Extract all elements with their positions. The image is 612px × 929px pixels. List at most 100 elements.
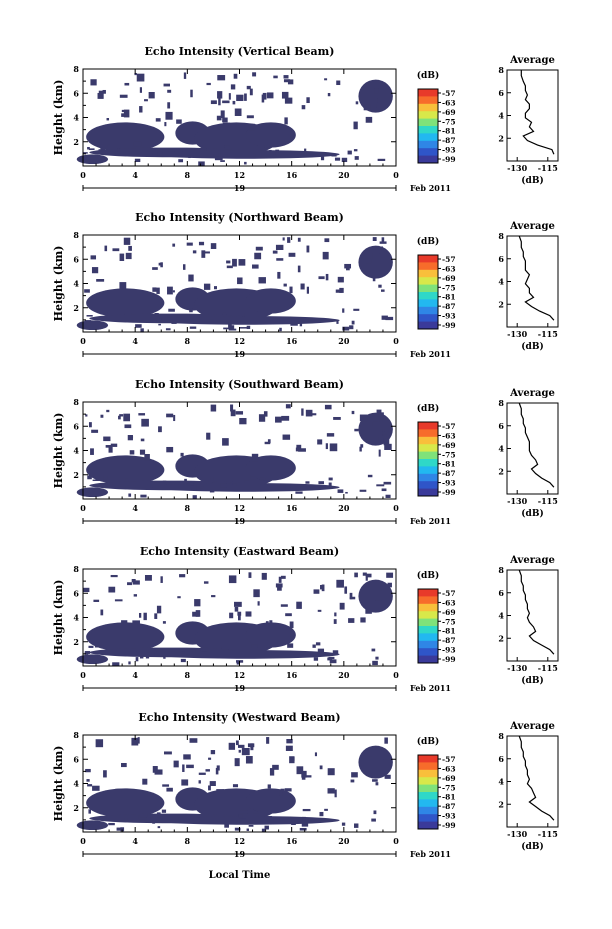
heatmap-speckle: [209, 490, 215, 493]
y-axis-label: Height (km): [52, 746, 65, 822]
avg-x-label: (dB): [521, 175, 543, 186]
colorbar-tick-label: -75: [442, 617, 456, 626]
avg-profile-line: [518, 235, 555, 321]
heatmap-speckle: [230, 404, 234, 412]
heatmap-speckle: [186, 764, 194, 769]
heatmap-speckle: [332, 650, 339, 655]
heatmap-speckle: [224, 824, 229, 828]
heatmap-speckle: [272, 764, 279, 770]
heatmap-speckle: [251, 820, 256, 823]
heatmap-speckle: [312, 644, 316, 648]
heatmap-speckle: [271, 143, 275, 147]
heatmap-speckle: [84, 289, 90, 293]
colorbar-segment: [418, 126, 438, 134]
heatmap-speckle: [284, 117, 288, 125]
heatmap-speckle: [84, 320, 92, 324]
avg-y-tick-label: 8: [498, 65, 504, 75]
heatmap-speckle: [246, 115, 254, 119]
heatmap-speckle: [124, 82, 130, 86]
heatmap-speckle: [220, 160, 225, 162]
colorbar-tick-label: -69: [442, 441, 456, 450]
y-tick-label: 8: [73, 397, 79, 407]
heatmap-speckle: [252, 264, 259, 269]
heatmap-speckle: [94, 645, 102, 648]
heatmap-speckle: [275, 416, 282, 423]
heatmap-speckle: [297, 265, 301, 273]
x-tick-label: 4: [132, 503, 138, 513]
heatmap-speckle: [273, 623, 281, 629]
heatmap-speckle: [189, 308, 193, 313]
heatmap-speckle: [224, 145, 230, 148]
heatmap-speckle: [372, 779, 378, 782]
heatmap-speckle: [98, 149, 103, 154]
heatmap-speckle: [162, 784, 170, 787]
heatmap-speckle: [310, 413, 317, 416]
heatmap-speckle: [183, 754, 191, 760]
avg-profile-line: [518, 402, 555, 488]
heatmap-speckle: [211, 595, 216, 598]
heatmap-speckle: [344, 263, 352, 269]
heatmap-speckle: [127, 582, 132, 586]
heatmap-speckle: [249, 88, 253, 96]
heatmap-speckle: [90, 255, 97, 260]
y-tick-label: 6: [73, 254, 79, 264]
x-tick-label: 16: [286, 170, 298, 180]
avg-title: Average: [509, 555, 555, 566]
colorbar-segment: [418, 284, 438, 293]
x-tick-label: 20: [338, 336, 350, 346]
heatmap-speckle: [355, 101, 359, 105]
heatmap-speckle: [267, 819, 274, 823]
heatmap-speckle: [118, 484, 124, 487]
heatmap-speckle: [195, 610, 201, 617]
y-tick-label: 2: [73, 637, 79, 647]
heatmap-speckle: [337, 276, 344, 283]
heatmap-speckle: [239, 327, 248, 329]
heatmap-speckle: [257, 601, 260, 606]
avg-x-label: (dB): [521, 841, 543, 852]
heatmap-speckle: [301, 105, 306, 110]
heatmap-echo-region: [76, 487, 109, 498]
heatmap-speckle: [385, 494, 391, 498]
avg-y-tick-label: 6: [498, 88, 504, 98]
heatmap-echo-region: [245, 622, 296, 648]
heatmap-speckle: [198, 161, 205, 166]
x-tick-label: 8: [185, 836, 191, 846]
heatmap-speckle: [327, 657, 333, 661]
heatmap-speckle: [319, 765, 323, 770]
heatmap-speckle: [132, 620, 140, 628]
heatmap-speckle: [286, 738, 293, 744]
heatmap-speckle: [261, 828, 265, 832]
y-tick-label: 4: [73, 113, 79, 123]
heatmap-speckle: [280, 788, 285, 793]
heatmap-speckle: [384, 737, 388, 744]
colorbar-unit: (dB): [417, 736, 439, 747]
heatmap-speckle: [106, 409, 110, 413]
heatmap-speckle: [295, 447, 299, 452]
heatmap-speckle: [324, 808, 328, 811]
heatmap-speckle: [162, 480, 167, 485]
heatmap-speckle: [114, 151, 122, 154]
heatmap-speckle: [287, 237, 291, 243]
heatmap-speckle: [110, 443, 118, 447]
heatmap-speckle: [258, 277, 266, 284]
heatmap-speckle: [121, 620, 128, 629]
avg-x-tick-label: -130: [507, 329, 527, 339]
heatmap-speckle: [224, 147, 232, 150]
heatmap-speckle: [174, 652, 182, 656]
heatmap-speckle: [134, 72, 137, 76]
heatmap-speckle: [158, 262, 162, 266]
avg-y-tick-label: 6: [498, 588, 504, 598]
heatmap-speckle: [88, 422, 92, 428]
heatmap-speckle: [198, 486, 204, 489]
heatmap-speckle: [135, 324, 142, 328]
heatmap-speckle: [138, 815, 147, 820]
colorbar-unit: (dB): [417, 570, 439, 581]
heatmap-speckle: [180, 452, 184, 457]
heatmap-speckle: [244, 93, 247, 101]
heatmap-speckle: [187, 483, 194, 486]
heatmap-speckle: [210, 319, 214, 322]
heatmap-speckle: [253, 807, 262, 811]
heatmap-speckle: [232, 258, 237, 267]
day-label: 19: [234, 849, 246, 859]
colorbar-tick-label: -69: [442, 274, 456, 283]
